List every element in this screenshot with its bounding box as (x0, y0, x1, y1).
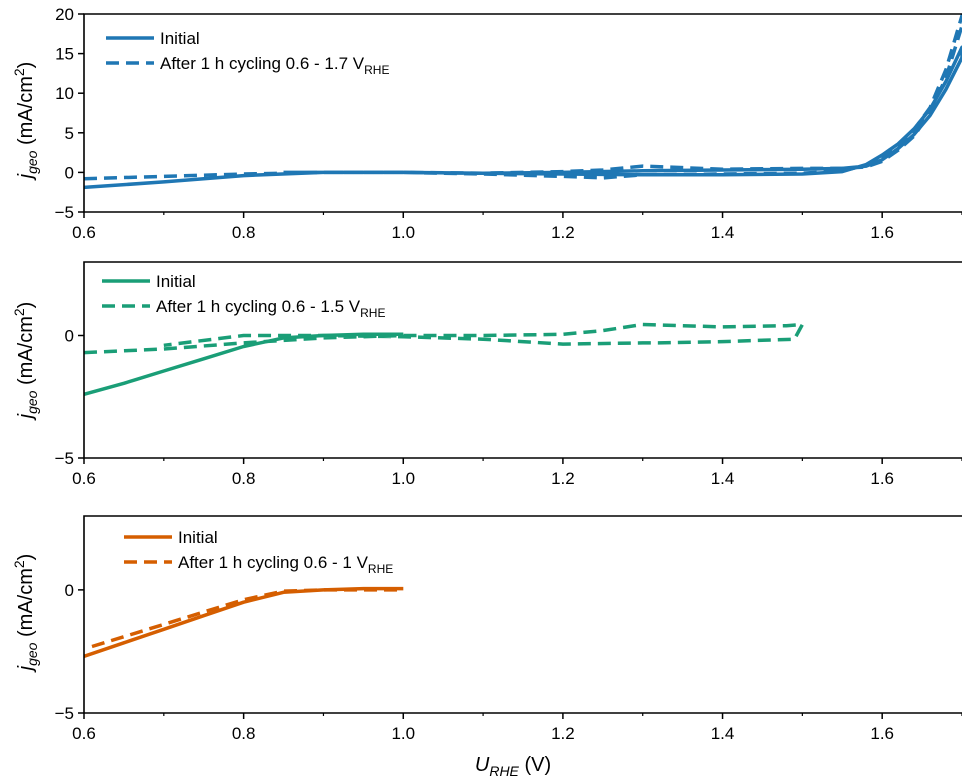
legend-label: After 1 h cycling 0.6 - 1 VRHE (178, 553, 393, 576)
series-line-after-cycling (84, 322, 805, 355)
legend: Initial After 1 h cycling 0.6 - 1.7 VRHE (106, 29, 389, 77)
x-tick-label: 1.0 (391, 724, 415, 743)
x-tick-label: 0.8 (232, 469, 256, 488)
legend: Initial After 1 h cycling 0.6 - 1 VRHE (124, 528, 393, 576)
axis-frame (83, 13, 962, 213)
x-axis-label: URHE (V) (475, 754, 551, 779)
y-tick-label: −5 (55, 704, 74, 723)
x-tick-label: 1.4 (711, 469, 735, 488)
y-tick-label: 5 (65, 124, 74, 143)
y-tick-label: 0 (65, 581, 74, 600)
x-tick-label: 1.6 (870, 223, 894, 242)
series-line-after-cycling (84, 13, 962, 181)
y-axis-label: jgeo (mA/cm2) (11, 554, 40, 674)
x-tick-label: 0.6 (72, 223, 96, 242)
x-tick-label: 1.2 (551, 724, 575, 743)
legend: Initial After 1 h cycling 0.6 - 1.5 VRHE (102, 272, 385, 320)
x-tick-label: 0.8 (232, 724, 256, 743)
legend-label: After 1 h cycling 0.6 - 1.7 VRHE (160, 54, 389, 77)
chart-panel-1: 0.6 0.8 1.0 1.2 1.4 1.6 20 15 10 5 0 −5 jgeo (mA/cm2… (11, 5, 962, 242)
y-tick-label: 0 (65, 163, 74, 182)
legend-label: Initial (178, 528, 218, 547)
y-tick-label: 10 (55, 84, 74, 103)
x-tick-label: 1.0 (391, 469, 415, 488)
x-tick-label: 0.8 (232, 223, 256, 242)
y-axis-label: jgeo (mA/cm2) (11, 302, 40, 422)
y-tick-label: 20 (55, 5, 74, 24)
x-tick-label: 1.2 (551, 469, 575, 488)
x-tick-label: 1.2 (551, 223, 575, 242)
x-tick-label: 1.4 (711, 724, 735, 743)
x-tick-label: 0.6 (72, 724, 96, 743)
x-tick-label: 1.6 (870, 724, 894, 743)
y-tick-label: 0 (65, 327, 74, 346)
chart-panel-2: 0.6 0.8 1.0 1.2 1.4 1.6 0 −5 jgeo (mA/cm2) Initia… (11, 261, 962, 488)
x-tick-label: 1.6 (870, 469, 894, 488)
axis-frame (83, 515, 962, 714)
axis-frame (83, 261, 962, 459)
y-tick-label: 15 (55, 45, 74, 64)
x-tick-label: 1.4 (711, 223, 735, 242)
y-axis-label: jgeo (mA/cm2) (11, 62, 40, 182)
legend-label: Initial (160, 29, 200, 48)
series-line-after-cycling (91, 588, 404, 649)
y-tick-label: −5 (55, 449, 74, 468)
chart-panel-3: 0.6 0.8 1.0 1.2 1.4 1.6 0 −5 jgeo (mA/cm2) URHE (… (11, 515, 962, 779)
x-tick-label: 1.0 (391, 223, 415, 242)
legend-label: After 1 h cycling 0.6 - 1.5 VRHE (156, 297, 385, 320)
legend-label: Initial (156, 272, 196, 291)
x-tick-label: 0.6 (72, 469, 96, 488)
y-tick-label: −5 (55, 203, 74, 222)
